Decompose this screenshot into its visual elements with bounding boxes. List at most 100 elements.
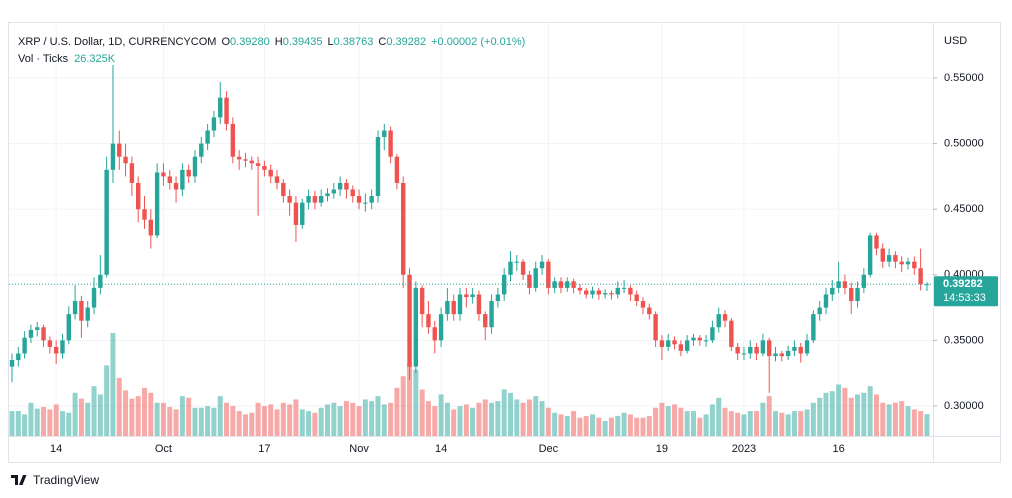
- candle-body: [546, 261, 551, 288]
- candle-body: [312, 196, 318, 203]
- volume-bar: [886, 404, 892, 436]
- candle-body: [104, 169, 109, 275]
- candle-body: [621, 287, 627, 289]
- candle-body: [91, 287, 97, 308]
- candle-body: [912, 261, 917, 269]
- volume-layer: [9, 333, 930, 436]
- volume-bar: [280, 402, 286, 436]
- symbol-title: XRP / U.S. Dollar, 1D, CURRENCYCOM: [18, 36, 216, 48]
- candle-body: [861, 274, 867, 288]
- candle-body: [880, 248, 885, 262]
- volume-bar: [255, 402, 261, 436]
- candle-body: [224, 97, 229, 124]
- volume-bar: [407, 362, 413, 436]
- brand-name: TradingView: [33, 473, 99, 487]
- volume-bar: [552, 412, 558, 436]
- candle-body: [798, 346, 803, 354]
- volume-bar: [558, 414, 564, 436]
- candle-body: [325, 193, 330, 197]
- volume-bar: [312, 412, 318, 436]
- volume-bar: [59, 411, 65, 436]
- volume-bar: [78, 398, 84, 436]
- candle-body: [464, 294, 469, 298]
- candle-body: [117, 143, 122, 157]
- volume-bar: [249, 412, 255, 436]
- candle-body: [230, 123, 236, 157]
- volume-bar: [873, 394, 879, 436]
- y-tick-label: 0.50000: [944, 138, 984, 150]
- candle-body: [672, 340, 677, 345]
- candle-body: [28, 329, 34, 338]
- candle-body: [85, 307, 90, 321]
- candle-body: [98, 274, 103, 288]
- candle-body: [628, 287, 633, 295]
- volume-bar: [116, 377, 122, 436]
- candle-body: [804, 340, 810, 354]
- candle-body: [590, 290, 595, 295]
- volume-bar: [97, 394, 103, 436]
- volume-bar: [539, 401, 545, 436]
- y-tick-label: 0.45000: [944, 203, 984, 215]
- candle-body: [495, 294, 501, 302]
- candle-body: [836, 281, 841, 288]
- volume-bar: [179, 396, 185, 436]
- volume-bar: [520, 402, 526, 436]
- candle-body: [356, 196, 362, 203]
- brand-icon: [11, 475, 27, 485]
- candle-body: [918, 268, 923, 285]
- x-tick-label: 2023: [732, 443, 756, 455]
- volume-bar: [659, 402, 665, 436]
- candle-body: [407, 274, 412, 367]
- candle-body: [47, 340, 53, 347]
- volume-bar: [224, 402, 230, 436]
- volume-name: Vol · Ticks: [18, 53, 69, 65]
- volume-bar: [690, 411, 696, 436]
- header-legend: XRP / U.S. Dollar, 1D, CURRENCYCOM O0.392…: [18, 36, 525, 48]
- volume-bar: [754, 411, 760, 436]
- volume-bar: [375, 396, 381, 436]
- candle-body: [173, 182, 179, 190]
- candle-body: [16, 353, 21, 361]
- volume-bar: [892, 402, 898, 436]
- candle-body: [167, 176, 172, 183]
- volume-bar: [602, 421, 608, 436]
- volume-bar: [855, 394, 861, 436]
- volume-bar: [672, 404, 678, 436]
- candle-body: [413, 287, 419, 367]
- candle-body: [659, 340, 665, 347]
- candle-body: [779, 353, 785, 357]
- volume-bar: [703, 414, 709, 436]
- volume-bar: [381, 404, 387, 436]
- candle-body: [154, 172, 160, 236]
- volume-bar: [463, 404, 469, 436]
- volume-bar: [22, 414, 28, 436]
- currency-label: USD: [944, 35, 967, 47]
- candle-layer: [9, 64, 933, 393]
- volume-bar: [123, 390, 129, 436]
- candle-body: [905, 261, 911, 265]
- volume-bar: [154, 402, 160, 436]
- x-tick-label: 17: [258, 443, 270, 455]
- volume-bar: [924, 414, 930, 436]
- volume-bar: [451, 409, 457, 436]
- volume-bar: [293, 399, 299, 436]
- candle-body: [703, 340, 709, 342]
- volume-bar: [394, 387, 400, 436]
- volume-bar: [880, 402, 886, 436]
- volume-bar: [634, 417, 640, 436]
- candle-body: [123, 156, 128, 164]
- volume-bar: [842, 387, 848, 436]
- candle-body: [432, 327, 437, 341]
- x-tick-label: 19: [656, 443, 668, 455]
- candle-body: [318, 196, 324, 203]
- volume-bar: [684, 411, 690, 436]
- chart-frame: [8, 22, 1001, 463]
- volume-bar: [867, 386, 873, 436]
- candle-body: [527, 274, 532, 288]
- volume-bar: [905, 406, 911, 436]
- volume-bar: [331, 402, 337, 436]
- volume-bar: [526, 399, 532, 436]
- volume-bar: [230, 406, 236, 436]
- legend-value: 0.39282: [386, 36, 426, 48]
